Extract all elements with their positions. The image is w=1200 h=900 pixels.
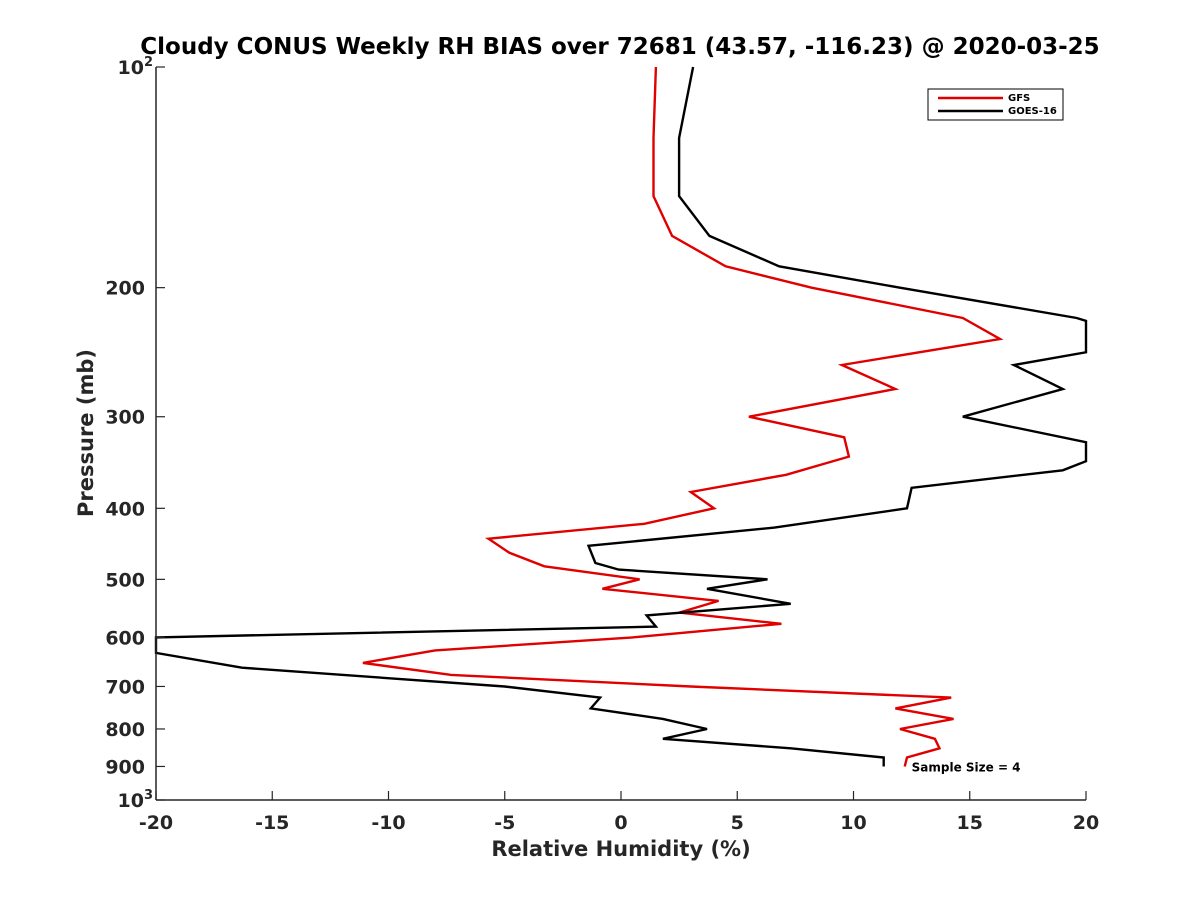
series-line-gfs: [362, 66, 1004, 767]
x-tick-label: 10: [840, 812, 866, 834]
y-tick-label: 200: [105, 278, 145, 300]
y-tick-label: 500: [105, 569, 145, 591]
plot-background: [156, 67, 1086, 800]
legend: GFS GOES-16: [927, 88, 1064, 121]
x-tick-layer: -20 -15 -10 -5 0 5 10 15 20: [139, 791, 1099, 834]
sample-size-annotation: Sample Size = 4: [912, 760, 1021, 774]
y-tick-label: 400: [105, 498, 145, 520]
x-tick-label: 20: [1073, 812, 1099, 834]
x-tick-label: 5: [731, 812, 744, 834]
x-tick-label: -10: [371, 812, 405, 834]
legend-box: [927, 88, 1064, 121]
x-tick-label: -15: [255, 812, 289, 834]
chart-title: Cloudy CONUS Weekly RH BIAS over 72681 (…: [140, 34, 1099, 60]
y-tick-label: 103: [118, 788, 154, 812]
x-tick-label: -20: [139, 812, 173, 834]
series-layer: [154, 66, 1088, 767]
series-line-goes16: [154, 66, 1088, 767]
y-axis-label: Pressure (mb): [74, 349, 98, 517]
legend-label-goes16: GOES-16: [1008, 106, 1057, 117]
x-axis-label: Relative Humidity (%): [491, 837, 750, 861]
y-tick-label: 102: [118, 55, 154, 79]
x-tick-label: -5: [494, 812, 515, 834]
y-tick-label: 800: [105, 719, 145, 741]
x-tick-label: 0: [614, 812, 627, 834]
x-tick-label: 15: [957, 812, 983, 834]
y-tick-label: 900: [105, 756, 145, 778]
y-tick-label: 300: [105, 407, 145, 429]
y-tick-label: 700: [105, 676, 145, 698]
y-tick-layer: 102 200 300 400 500 600 700 800 900 103: [105, 55, 165, 812]
y-tick-label: 600: [105, 627, 145, 649]
legend-label-gfs: GFS: [1008, 93, 1030, 104]
